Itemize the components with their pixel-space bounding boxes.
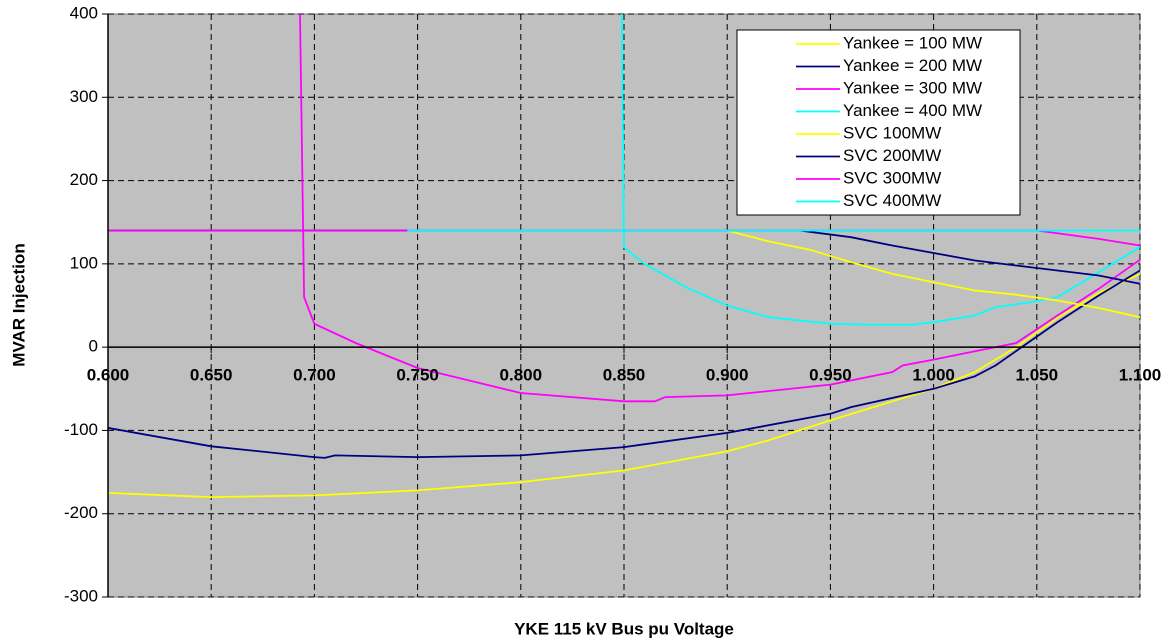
y-tick-label: 300 <box>70 87 98 106</box>
x-tick-label: 0.900 <box>706 366 749 385</box>
legend-box <box>736 29 1021 216</box>
y-tick-label: 0 <box>89 337 98 356</box>
legend-label: Yankee = 400 MW <box>843 101 982 120</box>
y-tick-label: -300 <box>64 586 98 605</box>
series-line <box>108 229 1140 285</box>
x-tick-label: 0.850 <box>603 366 646 385</box>
legend-label: Yankee = 200 MW <box>843 56 982 75</box>
legend-label: Yankee = 100 MW <box>843 33 982 52</box>
y-tick-label: 400 <box>70 3 98 22</box>
y-tick-label: -200 <box>64 503 98 522</box>
x-tick-label: 0.750 <box>396 366 439 385</box>
x-tick-label: 1.100 <box>1119 366 1162 385</box>
legend-label: SVC 100MW <box>843 123 941 142</box>
x-tick-label: 0.650 <box>190 366 233 385</box>
x-tick-label: 0.700 <box>293 366 336 385</box>
legend-label: SVC 400MW <box>843 191 941 210</box>
legend-label: Yankee = 300 MW <box>843 78 982 97</box>
series-line <box>108 229 1140 319</box>
legend-label: SVC 200MW <box>843 146 941 165</box>
y-axis-label: MVAR Injection <box>9 243 28 366</box>
x-tick-label: 0.950 <box>809 366 852 385</box>
x-tick-label: 0.800 <box>500 366 543 385</box>
series-line <box>108 269 1140 459</box>
y-tick-label: 200 <box>70 170 98 189</box>
legend-label: SVC 300MW <box>843 168 941 187</box>
y-tick-label: -100 <box>64 420 98 439</box>
series-line <box>299 14 1140 403</box>
y-tick-label: 100 <box>70 253 98 272</box>
x-axis-label: YKE 115 kV Bus pu Voltage <box>514 619 734 638</box>
x-tick-label: 1.050 <box>1016 366 1059 385</box>
x-tick-label: 1.000 <box>912 366 955 385</box>
series-line <box>108 273 1140 499</box>
